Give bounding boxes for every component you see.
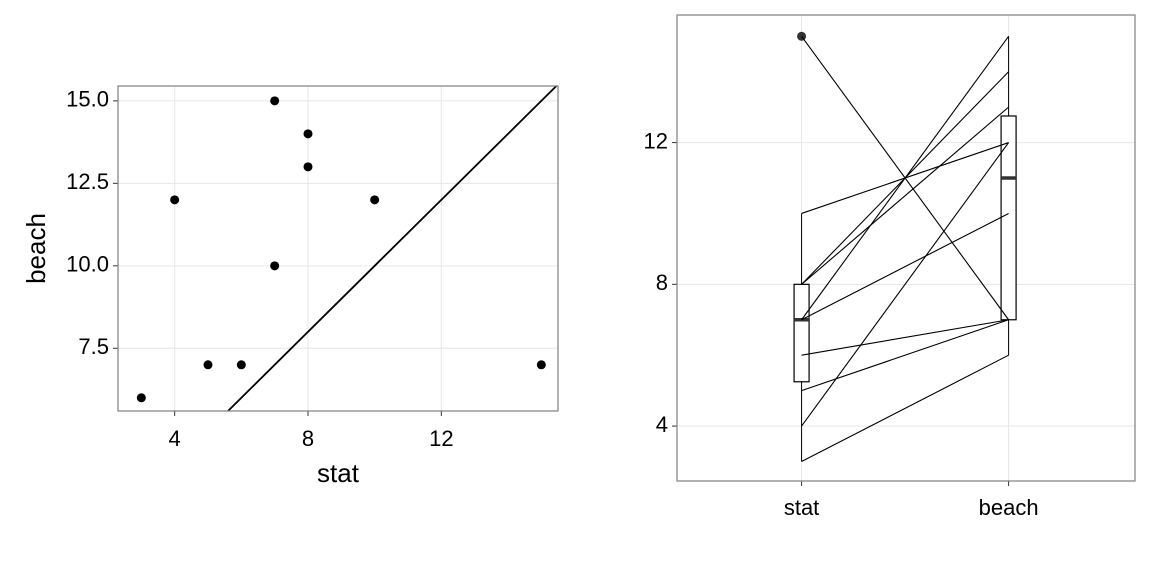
x-tick-label: 4 [169,426,181,451]
point [303,162,313,172]
x-tick-label: stat [784,495,819,520]
x-tick-label: 12 [429,426,453,451]
y-tick-label: 15.0 [66,87,109,112]
y-tick-label: 10.0 [66,252,109,277]
x-tick-label: 8 [302,426,314,451]
point [270,96,280,106]
x-axis-title: stat [317,458,360,488]
pair-line [801,212,1009,321]
y-tick-label: 12.5 [66,169,109,194]
point [303,129,313,139]
point [236,360,246,370]
pair-line [801,319,1009,356]
pair-line [801,106,1009,285]
y-axis-title: beach [21,213,51,284]
y-tick-label: 12 [644,128,668,153]
y-tick-label: 7.5 [78,334,109,359]
point [370,195,380,205]
point [136,393,146,403]
point [203,360,213,370]
pair-line [801,354,1009,462]
pair-line [801,319,1009,392]
y-tick-label: 8 [656,270,668,295]
point [536,360,546,370]
panel-border [676,14,1136,482]
point [170,195,180,205]
box [793,283,810,383]
point [270,261,280,271]
box [1000,115,1017,321]
y-tick-label: 4 [656,412,668,437]
pair-line [801,35,1010,321]
reference-line [227,85,557,412]
panel-border [117,85,559,412]
x-tick-label: beach [979,495,1039,520]
